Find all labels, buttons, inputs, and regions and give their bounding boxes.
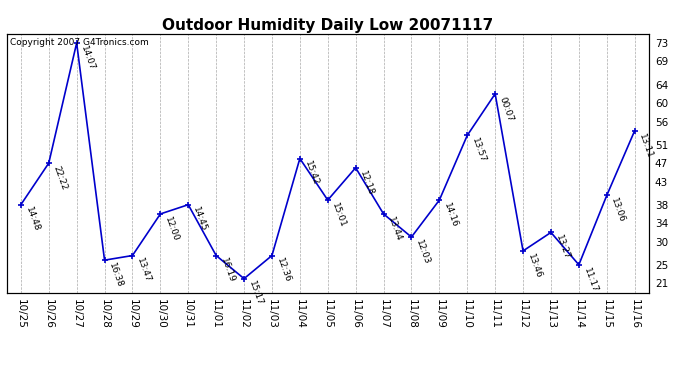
Text: 16:38: 16:38 [108,261,125,289]
Text: 22:22: 22:22 [52,165,69,191]
Text: 12:03: 12:03 [414,238,431,266]
Text: 11:17: 11:17 [582,266,599,294]
Text: 12:36: 12:36 [275,257,292,284]
Text: 15:17: 15:17 [247,280,264,308]
Text: 12:18: 12:18 [358,169,375,196]
Text: 13:46: 13:46 [526,252,543,280]
Title: Outdoor Humidity Daily Low 20071117: Outdoor Humidity Daily Low 20071117 [162,18,493,33]
Text: 13:44: 13:44 [386,215,404,243]
Text: 14:07: 14:07 [79,44,97,72]
Text: 14:48: 14:48 [23,206,41,233]
Text: 14:16: 14:16 [442,201,460,229]
Text: 13:27: 13:27 [554,234,571,261]
Text: 13:06: 13:06 [609,197,627,224]
Text: 16:19: 16:19 [219,257,236,284]
Text: Copyright 2007 G4Tronics.com: Copyright 2007 G4Tronics.com [10,38,149,46]
Text: 15:01: 15:01 [331,201,348,229]
Text: 13:57: 13:57 [470,137,487,164]
Text: 13:11: 13:11 [638,132,655,160]
Text: 13:47: 13:47 [135,257,152,284]
Text: 00:07: 00:07 [498,95,515,123]
Text: 15:42: 15:42 [303,160,320,187]
Text: 12:00: 12:00 [163,215,180,243]
Text: 14:45: 14:45 [191,206,208,233]
